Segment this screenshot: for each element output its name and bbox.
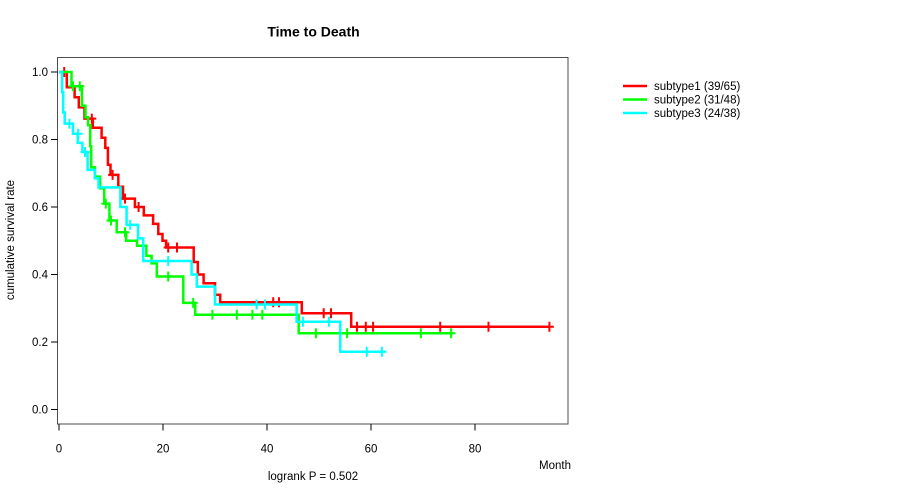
survival-curve (59, 70, 385, 354)
series-group (59, 67, 554, 357)
x-tick-label: 40 (261, 444, 274, 456)
series-2 (59, 70, 456, 339)
chart-title: Time to Death (267, 24, 359, 40)
series-3 (59, 70, 387, 357)
y-tick-label: 0.8 (32, 135, 48, 147)
y-tick-label: 1.0 (32, 67, 48, 79)
x-axis: 0 20 40 60 80 (56, 424, 482, 456)
y-tick-label: 0.6 (32, 202, 48, 214)
y-axis-label: cumulative survival rate (5, 180, 17, 300)
logrank-annotation: logrank P = 0.502 (268, 471, 358, 483)
series-1 (59, 67, 554, 332)
x-axis-label: Month (539, 460, 571, 472)
y-tick-label: 0.4 (32, 270, 49, 282)
y-tick-label: 0.0 (32, 405, 48, 417)
x-tick-label: 80 (469, 444, 482, 456)
x-tick-label: 60 (365, 444, 378, 456)
x-tick-label: 0 (56, 444, 62, 456)
plot-border (57, 57, 569, 425)
legend-item-label: subtype2 (31/48) (654, 95, 740, 107)
legend: subtype1 (39/65) subtype2 (31/48)subtype3… (623, 81, 740, 120)
x-tick-label: 20 (157, 444, 170, 456)
survival-curve (59, 70, 453, 335)
censor-marks (64, 118, 387, 357)
y-tick-label: 0.2 (32, 337, 48, 349)
censor-marks (68, 81, 456, 339)
survival-curve (59, 70, 550, 329)
legend-item-label: subtype1 (39/65) (654, 81, 740, 93)
y-axis: 0.0 0.2 0.4 0.6 0.8 1.0 (32, 67, 58, 417)
legend-item-label: subtype3 (24/38) (654, 108, 740, 120)
